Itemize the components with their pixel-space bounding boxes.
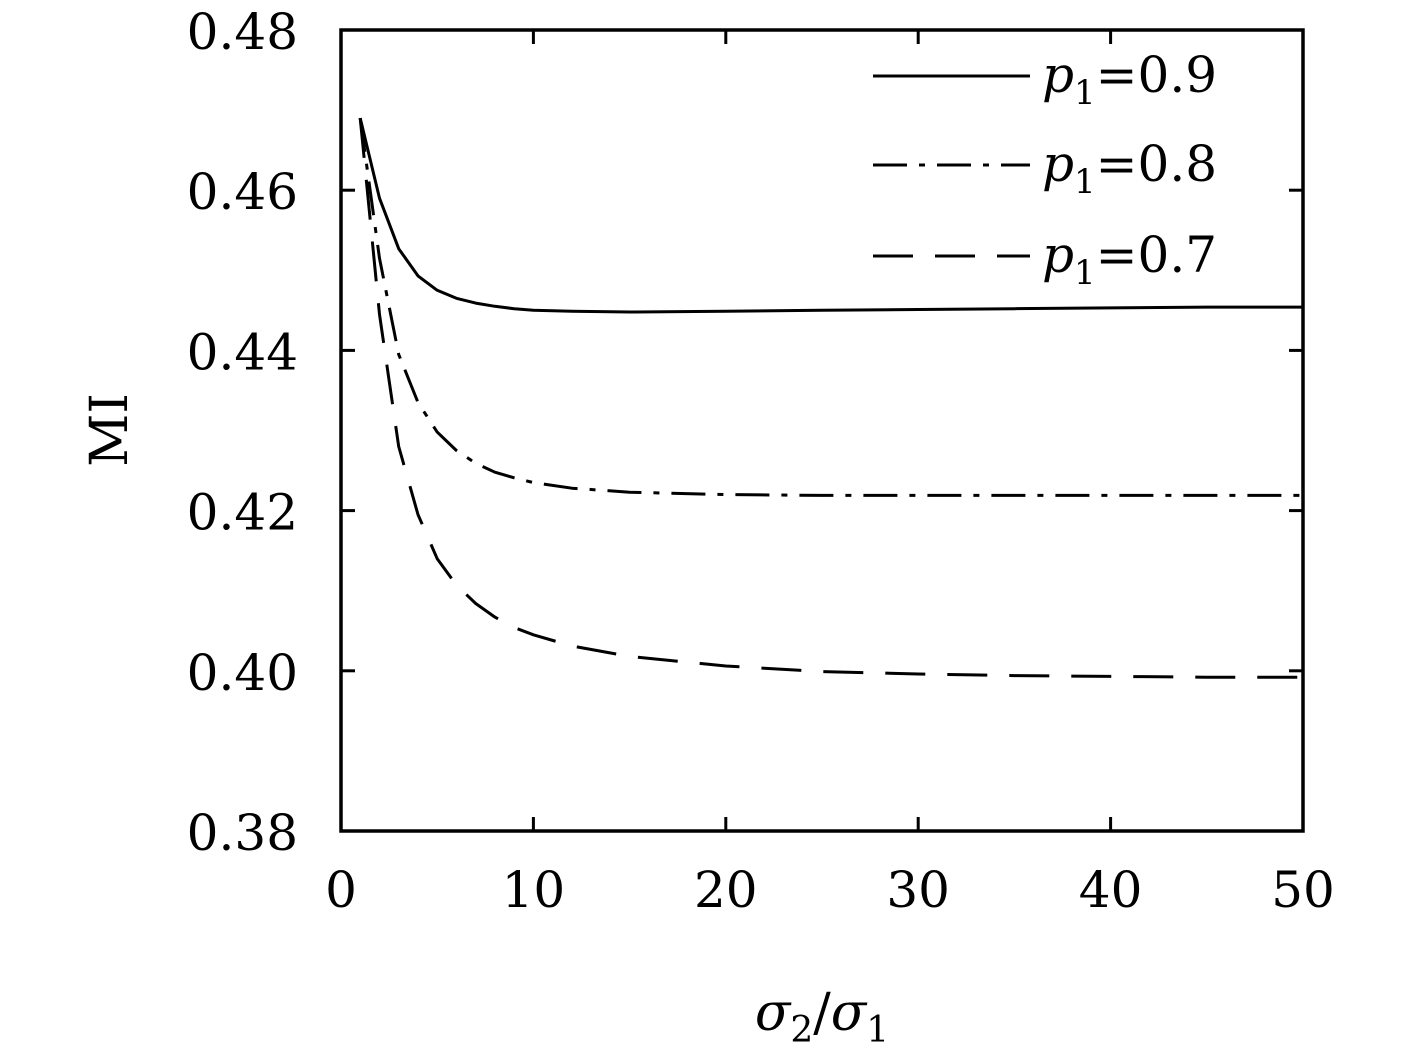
legend-label-2: p1=0.8: [1042, 135, 1217, 202]
x-label-sub-2: 2: [790, 1010, 813, 1051]
y-tick-label: 0.48: [187, 3, 298, 61]
tick-labels: 0 10 20 30 40 50 0.38 0.40 0.42 0.44 0.46 0.48: [187, 3, 1335, 919]
legend-value: =0.9: [1096, 46, 1217, 104]
x-label-sub-1: 1: [866, 1010, 889, 1051]
x-axis-label: σ2/σ1: [755, 983, 889, 1051]
legend-var: p: [1042, 46, 1074, 104]
legend-label-1: p1=0.9: [1042, 46, 1217, 113]
y-tick-label: 0.44: [187, 323, 298, 381]
x-label-slash: /: [813, 983, 831, 1043]
x-tick-label: 0: [325, 861, 357, 919]
x-tick-label: 50: [1271, 861, 1335, 919]
y-tick-label: 0.42: [187, 484, 298, 542]
series-line-1: [358, 117, 1303, 314]
series-line-3: [358, 117, 1303, 679]
legend-var: p: [1042, 226, 1074, 284]
legend-value: =0.7: [1096, 226, 1217, 284]
y-tick-label: 0.40: [187, 644, 298, 702]
legend-value: =0.8: [1096, 135, 1217, 193]
x-tick-label: 10: [502, 861, 566, 919]
legend: p1=0.9p1=0.8p1=0.7: [873, 46, 1217, 293]
legend-sub: 1: [1074, 253, 1096, 293]
y-axis-label: MI: [80, 393, 140, 467]
legend-var: p: [1042, 135, 1074, 193]
plot-series: [358, 117, 1303, 679]
y-tick-label: 0.38: [187, 804, 298, 862]
legend-sub: 1: [1074, 162, 1096, 202]
series-line-2: [358, 117, 1303, 497]
x-label-sigma-2: σ: [755, 983, 792, 1043]
legend-label-3: p1=0.7: [1042, 226, 1217, 293]
y-tick-label: 0.46: [187, 163, 298, 221]
x-tick-label: 20: [694, 861, 758, 919]
x-label-sigma-1: σ: [831, 983, 868, 1043]
x-tick-label: 30: [886, 861, 950, 919]
x-tick-label: 40: [1079, 861, 1143, 919]
plot-frame: [339, 28, 1305, 833]
legend-sub: 1: [1074, 73, 1096, 113]
